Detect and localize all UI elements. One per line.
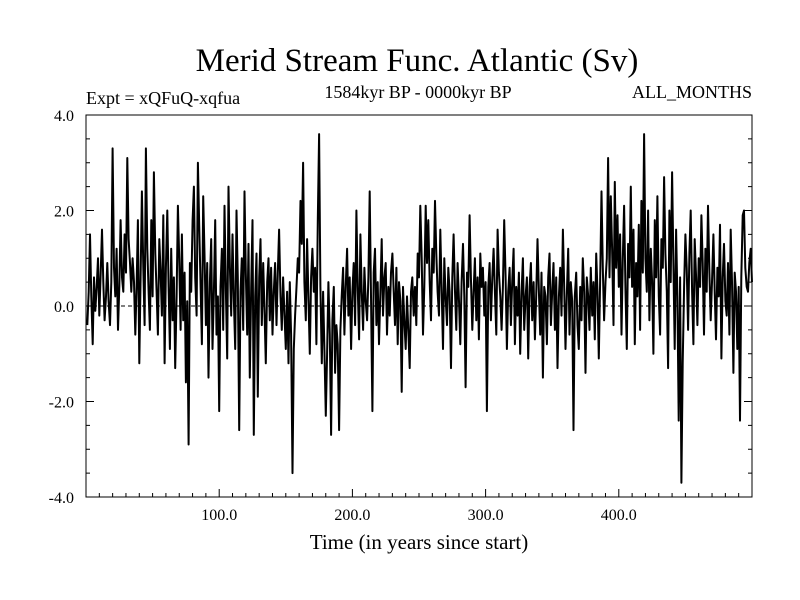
x-tick-label: 300.0 <box>468 507 504 524</box>
x-tick-label: 400.0 <box>601 507 637 524</box>
x-axis-ticks: 100.0 200.0 300.0 400.0 <box>98 489 740 524</box>
experiment-label: Expt = xQFuQ-xqfua <box>86 88 240 108</box>
y-tick-label: 4.0 <box>54 108 74 125</box>
series-line <box>86 133 753 484</box>
months-label: ALL_MONTHS <box>632 82 752 102</box>
y-tick-label: 2.0 <box>54 204 74 221</box>
x-axis-label: Time (in years since start) <box>310 530 529 554</box>
y-tick-label: -4.0 <box>49 490 74 507</box>
period-label: 1584kyr BP - 0000kyr BP <box>324 82 511 102</box>
x-tick-label: 100.0 <box>201 507 237 524</box>
y-tick-label: 0.0 <box>54 299 74 316</box>
y-tick-label: -2.0 <box>49 395 74 412</box>
chart-title: Merid Stream Func. Atlantic (Sv) <box>196 43 639 79</box>
x-tick-label: 200.0 <box>334 507 370 524</box>
y-axis-ticks: 4.0 2.0 0.0 -2.0 -4.0 <box>49 108 752 507</box>
plot-frame <box>85 114 753 498</box>
